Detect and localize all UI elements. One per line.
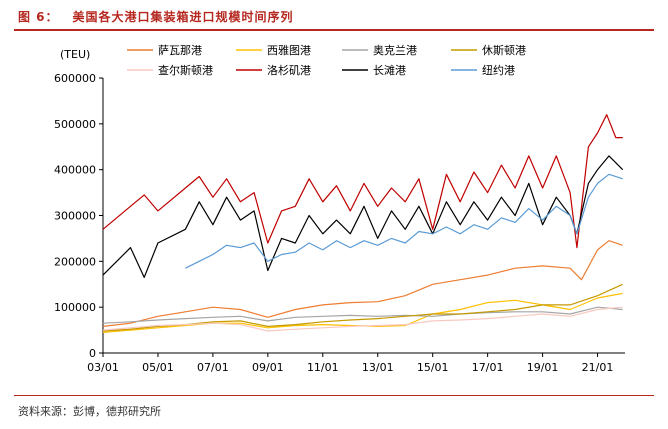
figure-label: 图 6：	[18, 10, 59, 24]
x-tick-label: 21/01	[582, 361, 614, 374]
series-line-7	[102, 155, 624, 278]
y-tick-label: 400000	[54, 164, 96, 177]
series-layer	[102, 114, 624, 333]
series-line-6	[102, 114, 623, 249]
x-tick-label: 13/01	[362, 361, 394, 374]
legend-label: 洛杉矶港	[267, 63, 311, 77]
series-line-4	[102, 283, 623, 332]
y-tick-label: 600000	[54, 72, 96, 85]
x-tick-label: 05/01	[142, 361, 174, 374]
series-line-3	[102, 306, 623, 324]
y-axis-unit: (TEU)	[60, 48, 91, 61]
legend-label: 长滩港	[373, 63, 406, 77]
figure-title: 图 6： 美国各大港口集装箱进口规模时间序列	[18, 8, 308, 25]
legend-label: 查尔斯顿港	[158, 63, 213, 77]
y-tick-label: 200000	[54, 255, 96, 268]
x-tick-label: 15/01	[417, 361, 449, 374]
legend-label: 休斯顿港	[482, 43, 526, 57]
source-rule	[14, 395, 654, 396]
x-tick-label: 11/01	[307, 361, 339, 374]
y-tick-label: 500000	[54, 118, 96, 131]
axes: 0 100000 200000 300000 400000 500000 600000 03/…	[54, 72, 625, 374]
legend-label: 奥克兰港	[373, 43, 417, 57]
x-tick-label: 07/01	[197, 361, 229, 374]
y-tick-label: 0	[89, 347, 96, 360]
source-note: 资料来源：彭博，德邦研究所	[18, 405, 161, 418]
series-line-1	[102, 240, 623, 327]
y-tick-label: 100000	[54, 301, 96, 314]
legend-label: 西雅图港	[267, 43, 311, 57]
x-tick-label: 17/01	[472, 361, 504, 374]
title-rule	[14, 29, 654, 31]
legend-label: 纽约港	[482, 63, 515, 77]
series-line-8	[185, 173, 623, 269]
x-tick-label: 19/01	[527, 361, 559, 374]
y-tick-label: 300000	[54, 210, 96, 223]
x-tick-label: 09/01	[252, 361, 284, 374]
figure-title-text: 美国各大港口集装箱进口规模时间序列	[72, 10, 294, 24]
legend-label: 萨瓦那港	[158, 44, 202, 57]
series-line-5	[102, 306, 623, 332]
x-tick-label: 03/01	[87, 361, 119, 374]
